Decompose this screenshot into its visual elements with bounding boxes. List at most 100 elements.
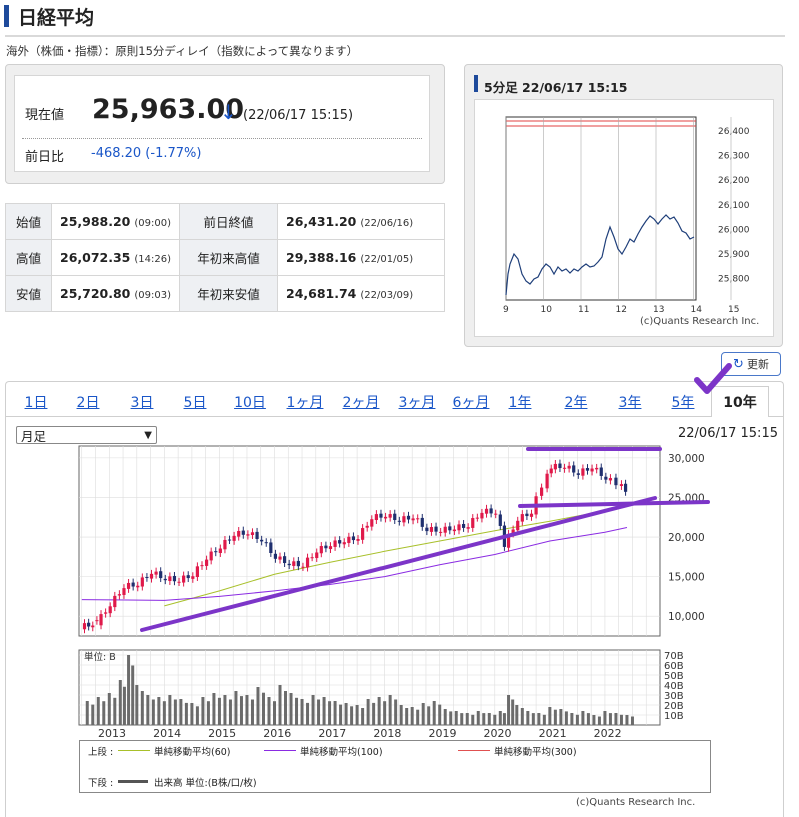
candle-body [516,520,520,531]
volume-bar [575,714,579,725]
volume-bar [223,695,227,725]
lower-y-tick: 20B [664,701,684,712]
candle-body [342,542,346,545]
intraday-y-tick: 25,800 [718,275,750,285]
candle-body [296,560,300,567]
candle-body [397,520,401,522]
candle-body [136,585,140,588]
lower-y-tick: 30B [664,691,684,702]
title-accent-bar [4,5,9,27]
volume-bar [482,713,486,725]
tab-6[interactable]: 2ヶ月 [342,394,380,411]
x-tick-label: 2019 [428,727,456,740]
candle-body [388,514,392,518]
candle-body [117,594,121,596]
intraday-x-tick: 12 [616,305,627,315]
tab-13[interactable]: 10年 [711,386,769,417]
candle-body [599,467,603,476]
volume-bar [267,697,271,725]
candle-body [420,517,424,527]
tabs-divider [6,416,783,417]
tab-1[interactable]: 2日 [76,394,100,411]
volume-bar [278,685,282,725]
intraday-chart-credit: (c)Quants Research Inc. [640,316,760,327]
candle-body [328,546,333,550]
tab-9[interactable]: 1年 [508,394,532,411]
volume-bar [394,699,398,725]
volume-bar [250,699,254,725]
candle-body [104,612,108,614]
tab-3[interactable]: 5日 [183,394,207,411]
price-divider [22,138,422,139]
intraday-y-tick: 26,300 [718,152,750,162]
volume-bar [107,693,111,725]
intraday-y-tick: 26,100 [718,201,750,211]
candle-body [338,540,342,544]
moving-average-line-1 [81,527,628,601]
x-tick-label: 2021 [539,727,567,740]
candle-body [227,539,232,541]
volume-bar [531,713,535,725]
x-tick-label: 2017 [318,727,346,740]
candle-body [154,571,158,575]
tab-11[interactable]: 3年 [618,394,642,411]
volume-bar [502,713,506,725]
candle-body [619,484,624,486]
candle-body [319,546,323,554]
candle-body [365,525,369,528]
upper-y-tick: 15,000 [668,572,705,584]
volume-bar [515,705,519,725]
tab-0[interactable]: 1日 [24,394,48,411]
volume-bar [597,716,601,725]
lower-y-tick: 10B [664,711,684,722]
candle-body [562,467,567,469]
candle-body [511,529,515,534]
period-select[interactable]: 月足 ▼ [16,426,157,444]
stat-value: 24,681.74 (22/03/09) [277,275,445,312]
volume-bar [217,697,221,725]
candle-body [452,529,457,532]
volume-bar [333,701,337,725]
lower-y-tick: 50B [664,671,684,682]
volume-bar [179,699,183,725]
intraday-x-tick: 9 [503,305,509,315]
volume-bar [273,701,277,725]
annotation-support-line [518,500,710,508]
upper-y-tick: 30,000 [668,453,705,465]
candle-body [457,524,461,531]
candle-body [361,528,365,540]
volume-bar [592,715,596,725]
tab-7[interactable]: 3ヶ月 [398,394,436,411]
candle-body [484,508,489,514]
x-tick-label: 2015 [208,727,236,740]
candle-body [108,606,112,614]
volume-bar [328,701,332,725]
page-subtitle: 海外（株価・指標）：原則15分ディレイ（指数によって異なります） [6,44,359,58]
upper-plot-frame [78,445,661,637]
stat-label: 前日終値 [179,203,278,240]
intraday-y-tick: 26,200 [718,176,750,186]
volume-bar [520,708,524,725]
tab-4[interactable]: 10日 [234,394,266,411]
current-price-label: 現在値 [25,108,65,123]
tab-5[interactable]: 1ヶ月 [286,394,324,411]
volume-bar [416,709,420,725]
upper-y-tick: 25,000 [668,492,705,504]
candle-body [82,623,87,630]
volume-bar [284,691,288,725]
volume-bar [361,708,365,725]
intraday-x-tick: 15 [728,305,739,315]
volume-bar [507,695,511,725]
candle-body [163,578,167,581]
volume-bar [586,713,590,725]
tab-12[interactable]: 5年 [671,394,695,411]
volume-bar [614,713,618,725]
tab-8[interactable]: 6ヶ月 [452,394,490,411]
candle-body [590,468,594,472]
intraday-chart: 26,400 26,300 26,200 26,100 26,000 25,900 25,8… [503,116,750,315]
tab-10[interactable]: 2年 [564,394,588,411]
candle-body [585,468,590,471]
check-mark-icon [694,363,732,394]
tab-2[interactable]: 3日 [130,394,154,411]
candle-body [140,577,144,587]
